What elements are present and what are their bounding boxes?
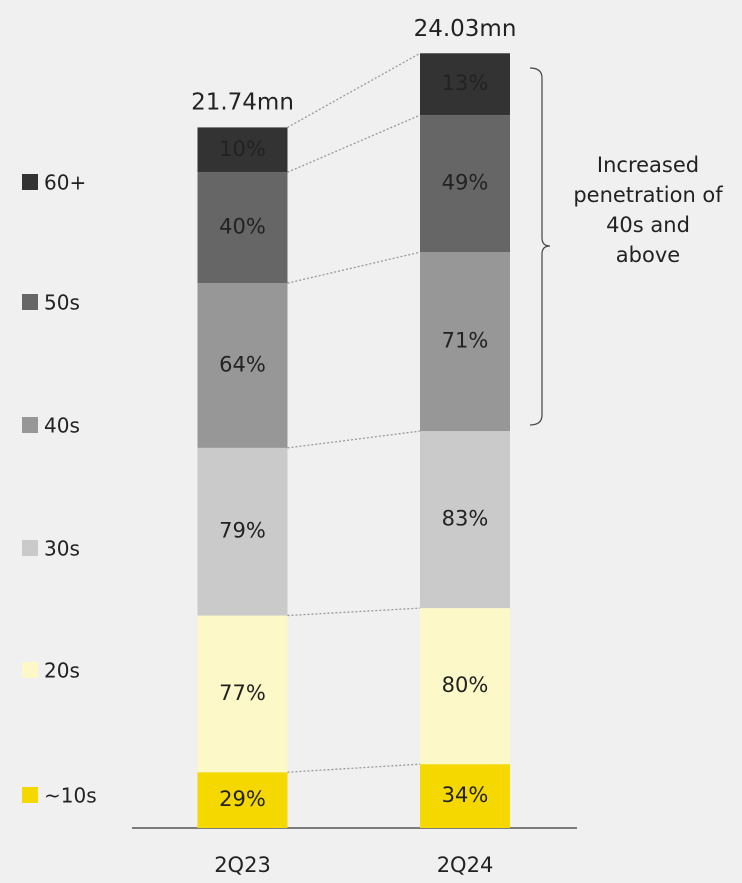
segment-label: 64% [219, 353, 266, 377]
bar-segment [197, 172, 288, 284]
connector-line [287, 251, 421, 284]
legend-label: 60+ [44, 171, 86, 195]
segment-label: 34% [442, 783, 489, 807]
x-tick-label: 2Q23 [214, 853, 271, 877]
total-label: 21.74mn [191, 90, 294, 116]
legend-label: ~10s [44, 784, 97, 808]
bar-segment [197, 772, 288, 828]
bar-segment [420, 764, 510, 828]
bar-segment [420, 252, 510, 432]
bar-segment [420, 608, 510, 765]
segment-label: 79% [219, 519, 266, 543]
legend-swatch [22, 540, 38, 556]
bar-segment [420, 431, 510, 609]
legend-label: 50s [44, 291, 80, 315]
legend-swatch [22, 417, 38, 433]
annotation: above [616, 243, 680, 267]
segment-label: 29% [219, 787, 266, 811]
segment-label: 71% [442, 329, 489, 353]
x-tick-label: 2Q24 [437, 853, 494, 877]
bar-segment [420, 53, 510, 116]
bar-segment [420, 115, 510, 253]
legend-label: 40s [44, 414, 80, 438]
bar-segment [197, 447, 288, 616]
segment-label: 49% [442, 171, 489, 195]
legend-label: 20s [44, 659, 80, 683]
legend-swatch [22, 787, 38, 803]
connector-line [287, 763, 421, 773]
segment-label: 83% [442, 507, 489, 531]
legend-swatch [22, 174, 38, 190]
connector-line [287, 114, 421, 173]
connector-line [287, 52, 421, 128]
legend-label: 30s [44, 537, 80, 561]
connector-line [287, 430, 421, 449]
segment-label: 40% [219, 215, 266, 239]
legend-swatch [22, 662, 38, 678]
bar-segment [197, 127, 288, 173]
total-label: 24.03mn [414, 16, 517, 42]
annotation-bracket [529, 67, 551, 426]
connector-line [287, 607, 421, 617]
annotation: 40s and [606, 213, 690, 237]
annotation: penetration of [573, 183, 723, 207]
segment-label: 80% [442, 673, 489, 697]
segment-label: 13% [442, 71, 489, 95]
annotation: Increased [597, 153, 699, 177]
segment-label: 10% [219, 137, 266, 161]
bar-segment [197, 615, 288, 773]
segment-label: 77% [219, 681, 266, 705]
legend-swatch [22, 294, 38, 310]
bar-segment [197, 283, 288, 448]
